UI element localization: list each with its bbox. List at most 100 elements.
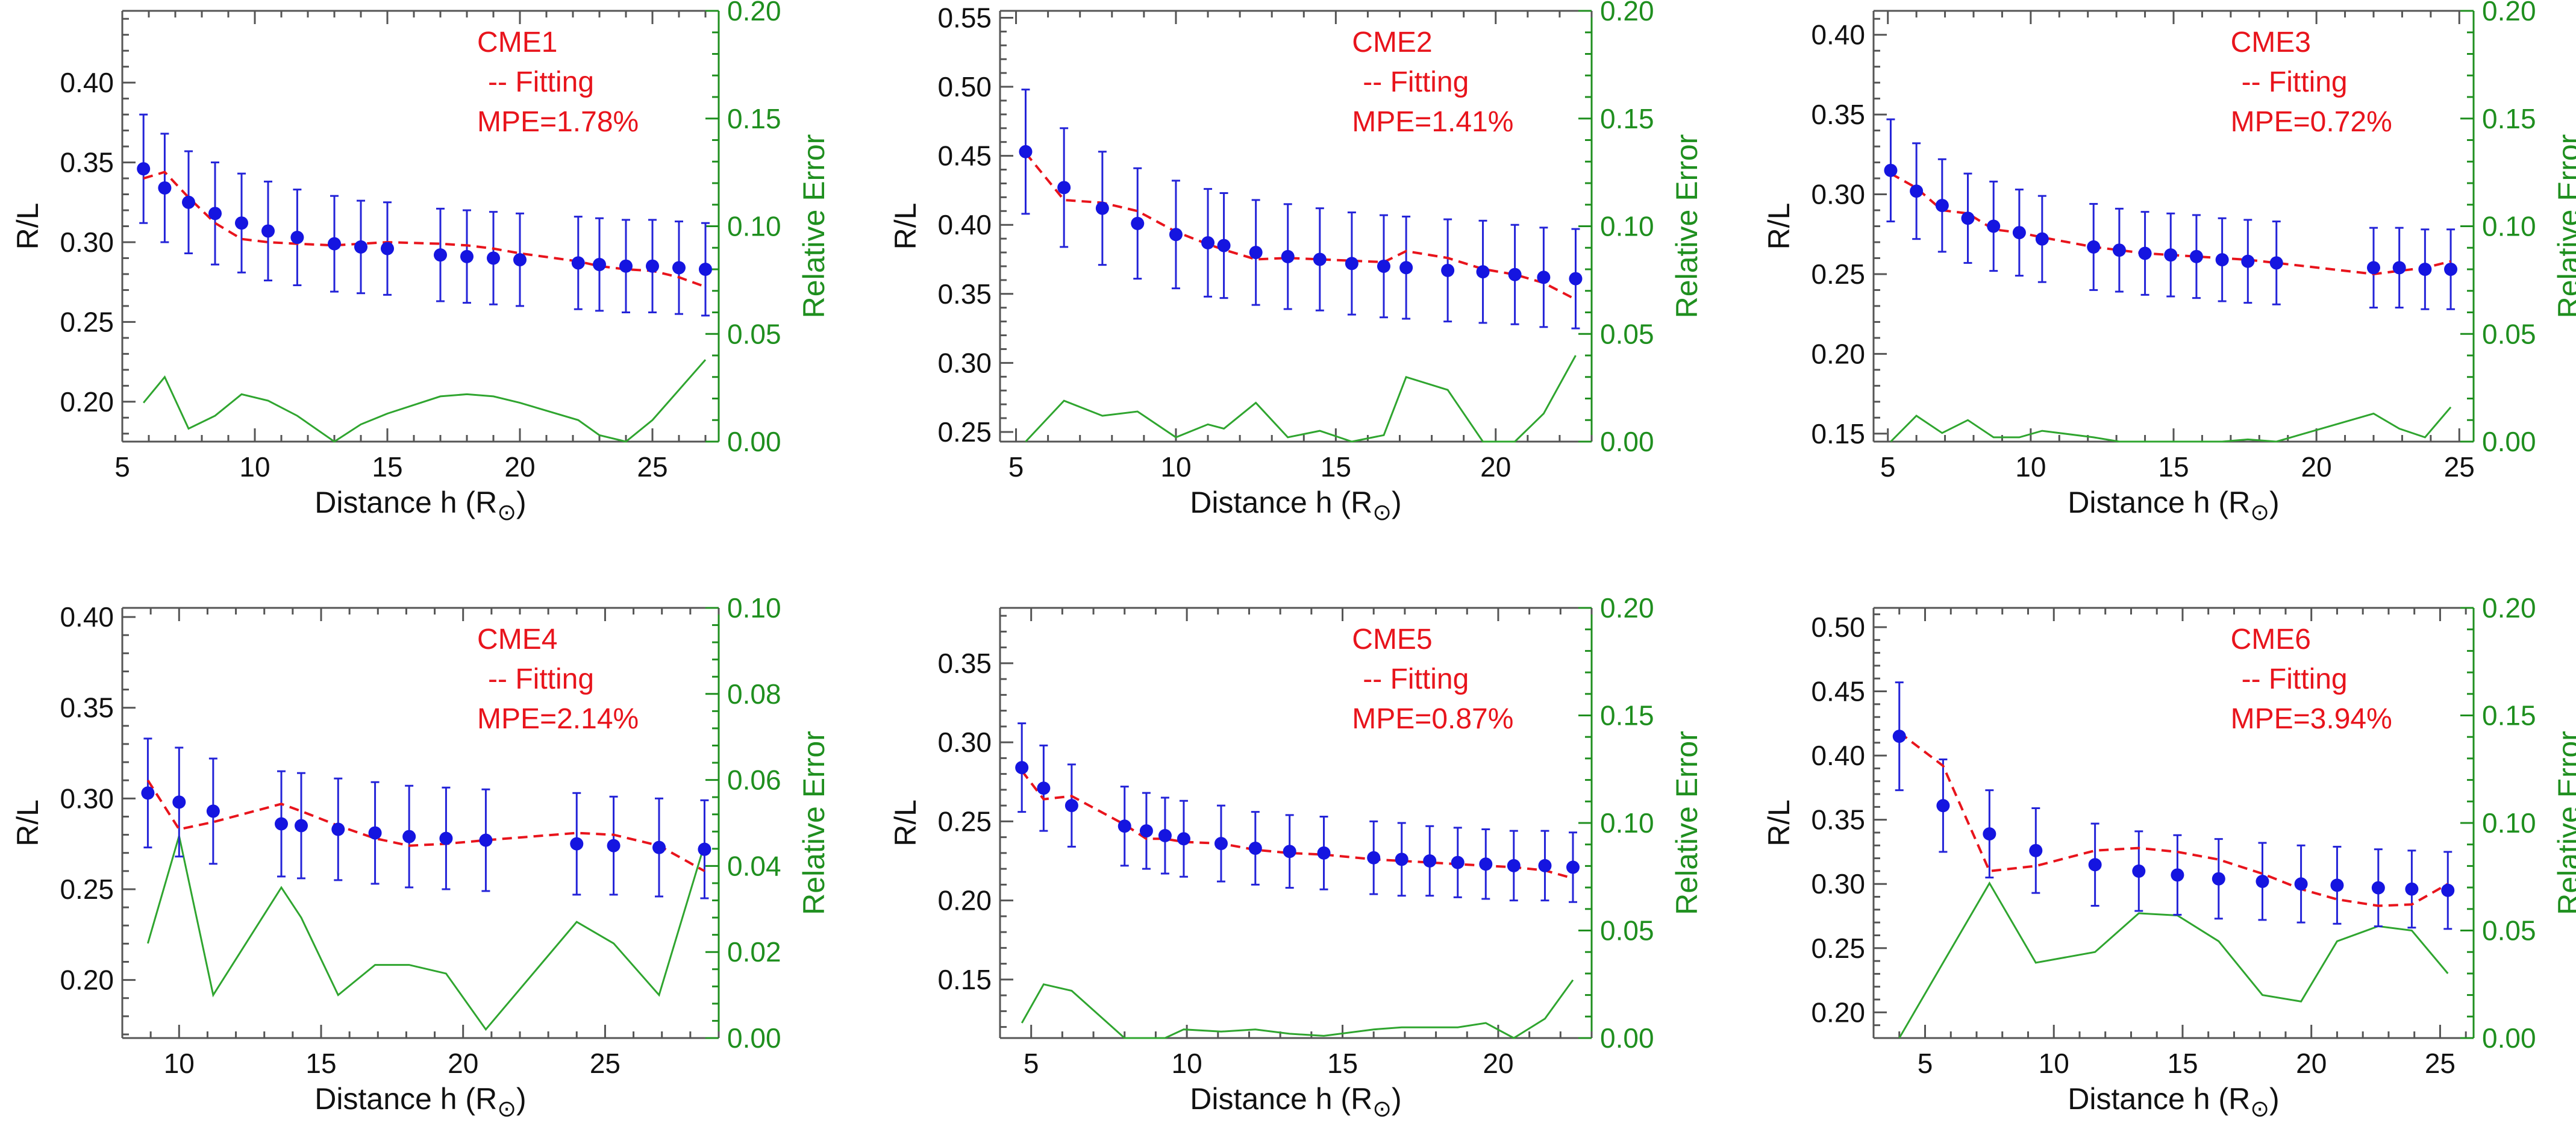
y-tick-label: 0.50 <box>1811 611 1865 643</box>
fitting-line <box>1898 731 2449 907</box>
y2-tick-label: 0.10 <box>727 592 781 624</box>
relative-error-line <box>1898 881 2449 1039</box>
panel-cme3: 5 10 15 20 25 0.15 0.20 0.25 0.30 0.35 0.40 0.00 0.0… <box>1762 0 2576 525</box>
data-point <box>137 162 151 176</box>
data-point <box>1095 201 1109 215</box>
data-point <box>290 231 304 245</box>
y2-tick-label: 0.15 <box>2482 103 2536 134</box>
data-point <box>1479 857 1493 871</box>
data-point <box>1476 265 1490 279</box>
data-point <box>2138 246 2152 260</box>
x-tick-label: 15 <box>1327 1048 1358 1079</box>
data-point <box>2256 874 2269 888</box>
y2-tick-label: 0.10 <box>727 211 781 242</box>
sun-symbol-icon: ⊙ <box>2250 500 2269 525</box>
panel-cme1: 5 10 15 20 25 0.20 0.25 0.30 0.35 0.40 0.00 0.05 0.1… <box>11 0 831 525</box>
y2-tick-label: 0.00 <box>1600 1022 1654 1054</box>
sun-symbol-icon: ⊙ <box>1372 1096 1392 1122</box>
data-point <box>2441 883 2455 897</box>
x-tick-label: 20 <box>2301 451 2332 483</box>
y-tick-label: 0.40 <box>60 601 114 633</box>
data-point <box>1423 854 1437 868</box>
y-tick-label: 0.30 <box>1811 868 1865 899</box>
y-tick-label: 0.40 <box>937 209 992 240</box>
data-point <box>1566 860 1580 874</box>
x-tick-label: 5 <box>1918 1048 1933 1079</box>
data-point <box>261 224 275 238</box>
x-axis-title-close: ) <box>516 486 527 519</box>
x-tick-label: 20 <box>1483 1048 1513 1079</box>
data-point <box>2392 261 2406 275</box>
x-tick-label: 5 <box>1880 451 1896 483</box>
x-axis-title: Distance h (R⊙) <box>314 1082 526 1122</box>
relative-error-line <box>143 359 707 443</box>
data-point <box>235 216 248 230</box>
y-tick-label: 0.25 <box>1811 933 1865 964</box>
x-tick-label: 5 <box>114 451 130 483</box>
x-tick-label: 5 <box>1024 1048 1039 1079</box>
data-point <box>1248 842 1262 855</box>
x-tick-label: 25 <box>2444 451 2475 483</box>
data-point <box>1892 730 1906 743</box>
y-tick-label: 0.35 <box>60 147 114 178</box>
data-point <box>1508 267 1522 281</box>
y2-axis-title: Relative Error <box>2552 134 2576 319</box>
data-point <box>652 840 666 854</box>
cme-title: CME4 <box>477 624 557 655</box>
x-axis-title-close: ) <box>1392 486 1402 519</box>
data-point <box>2405 882 2419 896</box>
y-axis-title: R/L <box>11 203 45 250</box>
panel-cme4: 10 15 20 25 0.20 0.25 0.30 0.35 0.40 0.00 0.02 0.04… <box>11 592 831 1122</box>
data-point <box>2164 248 2178 262</box>
x-tick-label: 20 <box>2296 1048 2327 1079</box>
data-point <box>1019 145 1033 158</box>
relative-error-line <box>1890 406 2452 443</box>
data-point <box>2087 240 2101 254</box>
data-point <box>1201 236 1215 249</box>
y-tick-label: 0.30 <box>60 783 114 814</box>
data-point <box>1983 827 1996 841</box>
data-point <box>2035 232 2049 246</box>
x-tick-label: 20 <box>504 451 535 483</box>
data-point <box>1283 845 1296 859</box>
data-point <box>2371 881 2385 895</box>
x-axis-title-text: Distance h (R <box>2068 1082 2250 1116</box>
y2-tick-label: 0.10 <box>2482 211 2536 242</box>
y2-tick-label: 0.08 <box>727 678 781 710</box>
y-tick-label: 0.15 <box>1811 418 1865 449</box>
data-point <box>1367 851 1381 865</box>
data-point <box>172 795 186 809</box>
fitting-legend: -- Fitting <box>1363 663 1469 695</box>
y2-tick-label: 0.20 <box>1600 592 1654 624</box>
x-tick-label: 25 <box>2425 1048 2456 1079</box>
data-point <box>607 839 621 852</box>
x-axis-title-close: ) <box>2269 486 2280 519</box>
y2-tick-label: 0.00 <box>1600 426 1654 457</box>
x-axis-title-text: Distance h (R <box>314 1082 497 1116</box>
x-axis-title-close: ) <box>2269 1082 2280 1116</box>
data-point <box>158 181 172 195</box>
cme-title: CME2 <box>1352 27 1432 58</box>
data-point <box>1399 261 1413 275</box>
mpe-label: MPE=1.78% <box>477 106 639 138</box>
panel-cme6: 5 10 15 20 25 0.20 0.25 0.30 0.35 0.40 0.45 0.50 0.0… <box>1762 592 2576 1122</box>
x-tick-label: 10 <box>239 451 270 483</box>
fitting-legend: -- Fitting <box>488 663 594 695</box>
data-point <box>2215 253 2229 267</box>
data-point <box>1177 832 1190 846</box>
data-point <box>2189 249 2203 263</box>
data-point <box>2444 263 2458 276</box>
x-tick-label: 15 <box>1321 451 1351 483</box>
y-tick-label: 0.35 <box>937 648 992 679</box>
y2-tick-label: 0.20 <box>727 0 781 27</box>
sun-symbol-icon: ⊙ <box>497 500 516 525</box>
data-point <box>1317 846 1331 860</box>
data-point <box>1507 859 1521 872</box>
data-point <box>2294 877 2308 891</box>
y2-tick-label: 0.20 <box>1600 0 1654 27</box>
data-point <box>295 819 308 833</box>
data-point <box>368 826 382 840</box>
x-tick-label: 15 <box>2167 1048 2198 1079</box>
data-point <box>1961 211 1975 225</box>
y-axis-title: R/L <box>889 203 922 250</box>
